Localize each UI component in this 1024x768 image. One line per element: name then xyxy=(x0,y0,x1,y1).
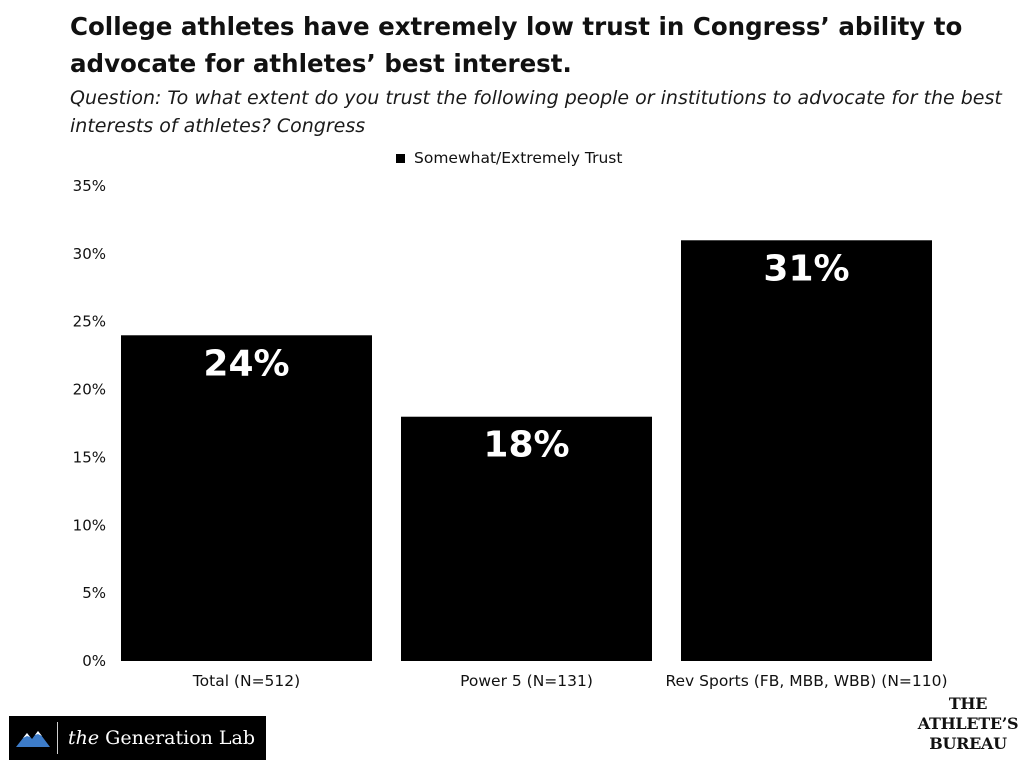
data-label: 24% xyxy=(203,343,289,384)
generation-lab-logo: the Generation Lab xyxy=(9,716,266,760)
bar xyxy=(401,416,652,661)
bar-chart: 0% 5% 10% 15% 20% 25% 30% 35% 24% Total (N=512) 18… xyxy=(73,177,948,690)
y-tick-label: 5% xyxy=(82,584,106,602)
logo-prefix: the xyxy=(68,727,100,749)
legend-label: Somewhat/Extremely Trust xyxy=(414,149,623,167)
logo-line-3: BUREAU xyxy=(929,734,1007,753)
logo-divider xyxy=(57,722,58,754)
data-label: 31% xyxy=(763,248,849,289)
logo-line-2: ATHLETE’S xyxy=(917,714,1019,733)
legend: Somewhat/Extremely Trust xyxy=(396,147,622,169)
mountain-logo-icon xyxy=(9,716,57,760)
generation-lab-wordmark: the Generation Lab xyxy=(68,727,255,749)
category-label: Rev Sports (FB, MBB, WBB) (N=110) xyxy=(665,672,947,690)
chart-subtitle: Question: To what extent do you trust th… xyxy=(70,87,1002,137)
logo-line-1: THE xyxy=(948,694,988,713)
logo-name: Generation Lab xyxy=(105,727,256,749)
athletes-bureau-logo: THE ATHLETE’S BUREAU xyxy=(916,694,1020,754)
data-label: 18% xyxy=(483,425,569,466)
y-tick-label: 30% xyxy=(73,245,106,263)
bar xyxy=(121,335,372,661)
category-label: Total (N=512) xyxy=(192,672,300,690)
y-tick-label: 15% xyxy=(73,448,106,466)
category-label: Power 5 (N=131) xyxy=(460,672,593,690)
y-tick-label: 0% xyxy=(82,652,106,670)
y-tick-label: 20% xyxy=(73,381,106,399)
y-tick-label: 25% xyxy=(73,313,106,331)
y-tick-label: 10% xyxy=(73,516,106,534)
y-tick-label: 35% xyxy=(73,177,106,195)
bar xyxy=(681,240,932,662)
chart-title: College athletes have extremely low trus… xyxy=(70,12,963,78)
legend-swatch xyxy=(396,153,405,163)
